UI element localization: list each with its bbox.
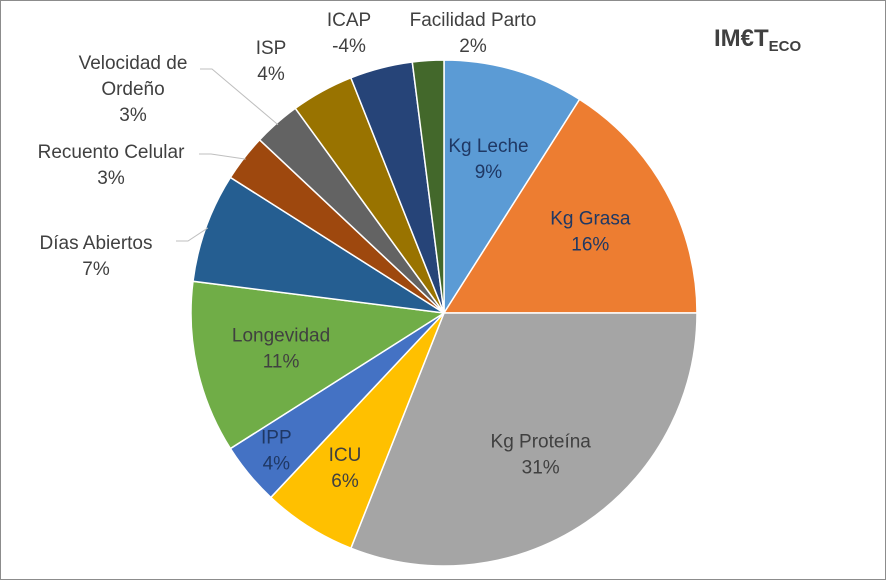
pie-slice-dias-abiertos: [192, 176, 445, 314]
slice-percent: 6%: [331, 471, 359, 492]
slice-label-icap: ICAP -4%: [327, 10, 371, 57]
leader-line-recuento-celular: [199, 153, 246, 160]
leader-line-velocidad-de-ordeno: [200, 68, 279, 126]
chart-title-main: IM€T: [714, 25, 769, 52]
slice-label-facilidad-parto: Facilidad Parto 2%: [410, 10, 537, 57]
slice-name: ISP: [256, 38, 287, 59]
slice-name: Facilidad Parto: [410, 10, 537, 31]
slice-name: ICU: [329, 445, 362, 466]
slice-name: IPP: [261, 428, 292, 449]
pie-slice-kg-leche: [443, 59, 581, 316]
slice-percent: 4%: [257, 64, 285, 85]
pie-slice-kg-proteina: [349, 312, 698, 567]
slice-name: ICAP: [327, 10, 371, 31]
pie-slice-facilidad-parto: [411, 59, 445, 314]
slice-percent: 4%: [263, 454, 291, 475]
slice-label-kg-proteina: Kg Proteína 31%: [491, 431, 592, 478]
slice-name: Recuento Celular: [38, 142, 185, 163]
slice-name: Días Abiertos: [40, 233, 153, 254]
slice-percent: -4%: [332, 36, 366, 57]
slice-label-isp: ISP 4%: [256, 38, 287, 85]
slice-name: Kg Grasa: [550, 209, 631, 230]
slice-label-icu: ICU 6%: [329, 445, 362, 492]
slice-percent: 11%: [263, 351, 300, 372]
slice-label-velocidad-de-ordeno: Velocidad de Ordeño 3%: [79, 53, 188, 126]
pie-slice-longevidad: [190, 280, 447, 450]
slice-percent: 3%: [119, 105, 147, 126]
slice-name: Kg Proteína: [491, 431, 592, 452]
slice-percent: 2%: [459, 36, 487, 57]
slice-percent: 16%: [571, 235, 609, 256]
pie-slice-kg-grasa: [442, 98, 698, 314]
slice-percent: 7%: [82, 259, 110, 280]
slice-label-kg-grasa: Kg Grasa 16%: [550, 209, 631, 256]
slice-percent: 31%: [522, 457, 560, 478]
chart-title-sub: ECO: [768, 38, 802, 55]
slice-label-dias-abiertos: Días Abiertos 7%: [40, 233, 153, 280]
slice-name: Velocidad de: [79, 53, 188, 74]
slice-label-kg-leche: Kg Leche 9%: [448, 136, 528, 183]
slice-name: Longevidad: [232, 325, 330, 346]
leader-line-dias-abiertos: [176, 227, 209, 242]
slice-name: Ordeño: [101, 79, 164, 100]
slice-percent: 3%: [97, 168, 125, 189]
chart-title: IM€TECO: [714, 25, 801, 55]
slice-label-longevidad: Longevidad 11%: [232, 325, 330, 372]
slice-label-ipp: IPP 4%: [261, 428, 292, 475]
slice-percent: 9%: [475, 162, 503, 183]
slice-name: Kg Leche: [448, 136, 528, 157]
slice-label-recuento-celular: Recuento Celular 3%: [38, 142, 185, 189]
